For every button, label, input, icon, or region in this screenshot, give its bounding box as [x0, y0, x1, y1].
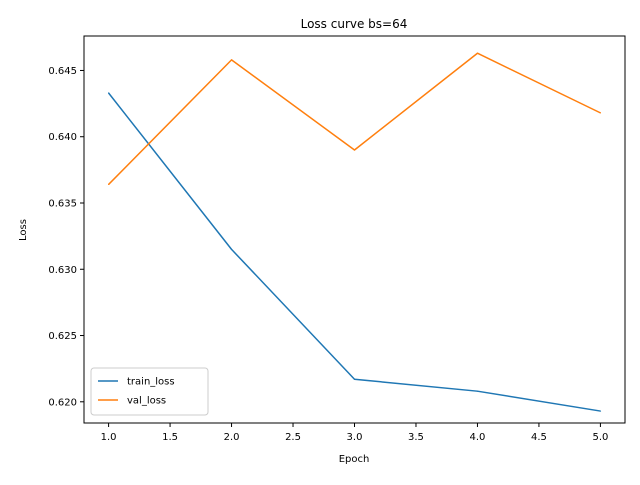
plot-frame: [83, 35, 626, 424]
data-point-val_loss-1: [107, 183, 110, 186]
legend: train_loss val_loss: [90, 367, 209, 416]
x-tick-label: 4.0: [470, 432, 486, 443]
x-axis-label: Epoch: [339, 454, 370, 465]
data-point-val_loss-2: [230, 59, 233, 61]
data-point-train_loss-4: [476, 390, 479, 392]
legend-label-train_loss: train_loss: [127, 377, 175, 388]
x-tick-label: 1.5: [162, 432, 178, 443]
legend-label-val_loss: val_loss: [127, 396, 166, 407]
data-point-val_loss-3: [353, 149, 356, 151]
y-tick-label: 0.630: [48, 265, 77, 276]
series-line-val_loss: [108, 52, 601, 185]
x-tick-label: 5.0: [592, 432, 608, 443]
y-tick-label: 0.625: [48, 331, 77, 342]
x-tick-label: 3.5: [408, 432, 424, 443]
y-tick-label: 0.645: [48, 66, 77, 77]
y-tick-label: 0.640: [48, 132, 77, 143]
series-line-train_loss: [108, 92, 601, 412]
chart-title: Loss curve bs=64: [301, 17, 408, 31]
y-tick-label: 0.635: [48, 198, 77, 209]
data-point-val_loss-4: [476, 52, 479, 54]
x-tick-label: 3.0: [347, 432, 363, 443]
x-tick-label: 4.5: [531, 432, 547, 443]
x-tick-label: 1.0: [101, 432, 117, 443]
data-point-train_loss-2: [230, 248, 233, 250]
data-point-train_loss-3: [353, 378, 356, 380]
data-point-train_loss-1: [107, 92, 110, 94]
x-tick-label: 2.0: [224, 432, 240, 443]
data-point-val_loss-5: [599, 112, 602, 114]
legend-box: [90, 367, 209, 416]
data-point-train_loss-5: [599, 410, 602, 412]
y-axis-label: Loss: [18, 219, 29, 241]
y-tick-label: 0.620: [48, 397, 77, 408]
x-tick-label: 2.5: [285, 432, 301, 443]
